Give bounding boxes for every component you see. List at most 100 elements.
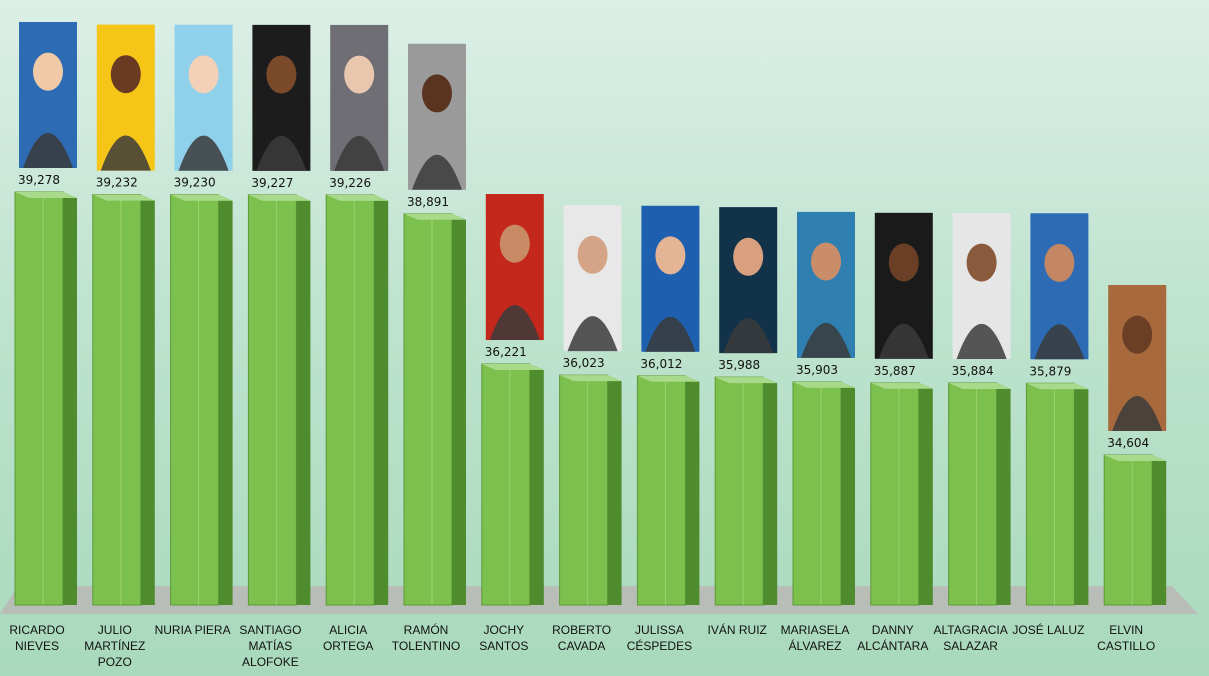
photo-shoulders xyxy=(723,318,774,354)
value-label: 35,879 xyxy=(1029,364,1071,378)
category-label: TOLENTINO xyxy=(392,639,460,653)
value-label: 35,903 xyxy=(796,363,838,377)
bar-15 xyxy=(1103,454,1153,606)
bar-side xyxy=(996,382,1011,605)
bar-4 xyxy=(247,194,297,606)
bar-top xyxy=(404,213,466,220)
bar-side xyxy=(841,381,855,605)
photo-head xyxy=(188,55,219,94)
value-label: 39,232 xyxy=(96,176,138,190)
bar-top xyxy=(326,194,389,201)
portrait-photo xyxy=(408,43,466,190)
portrait-photo xyxy=(96,24,155,171)
photo-shoulders xyxy=(178,135,229,171)
bar-8 xyxy=(559,374,609,606)
photo-head xyxy=(499,224,530,263)
category-label: JOCHY xyxy=(483,623,524,637)
bar-side xyxy=(1152,455,1167,605)
category-label: ALOFOKE xyxy=(242,655,299,669)
category-label: NURIA PIERA xyxy=(155,623,231,637)
photo-shoulders xyxy=(1112,395,1163,431)
category-label: CÉSPEDES xyxy=(627,638,692,653)
bar-side xyxy=(1074,383,1089,605)
category-label: RAMÓN xyxy=(404,622,449,637)
photo-shoulders xyxy=(801,322,851,358)
category-label: ROBERTO xyxy=(552,623,611,637)
portrait-photo xyxy=(719,207,778,354)
photo-shoulders xyxy=(412,154,462,190)
value-labels-group: 39,278 39,232 39,230 39,227 39,226 38,891 36,2… xyxy=(18,173,1149,450)
category-label: JULIO xyxy=(98,623,132,637)
photo-head xyxy=(344,55,375,94)
bar-top xyxy=(92,194,155,201)
value-label: 35,887 xyxy=(874,364,916,378)
category-label: ALTAGRACIA xyxy=(933,623,1007,637)
photo-shoulders xyxy=(256,135,307,171)
bar-side xyxy=(763,377,778,605)
portrait-photo xyxy=(952,212,1011,359)
photo-head xyxy=(966,243,997,282)
bar-top xyxy=(715,377,778,384)
value-label: 38,891 xyxy=(407,195,449,209)
photo-head xyxy=(1122,315,1153,354)
bar-1 xyxy=(14,191,64,606)
photo-shoulders xyxy=(334,135,385,171)
bar-top xyxy=(1026,383,1089,390)
bar-side xyxy=(218,194,233,605)
photo-head xyxy=(33,52,63,91)
photo-shoulders xyxy=(956,323,1007,359)
bar-5 xyxy=(325,194,375,606)
portrait-photo xyxy=(19,22,77,168)
bar-top xyxy=(481,364,544,371)
bar-top xyxy=(793,381,855,388)
portrait-photo xyxy=(174,24,233,171)
category-label: ORTEGA xyxy=(323,639,373,653)
bar-9 xyxy=(636,375,686,606)
bar-top xyxy=(15,192,77,198)
value-label: 34,604 xyxy=(1107,436,1149,450)
portrait-photo xyxy=(1108,285,1167,431)
category-label: JULISSA xyxy=(635,623,684,637)
photo-head xyxy=(888,243,919,282)
photo-head xyxy=(577,235,608,274)
category-label: CAVADA xyxy=(558,639,606,653)
category-label: SANTOS xyxy=(479,639,528,653)
category-label: IVÁN RUIZ xyxy=(708,622,767,637)
category-label: DANNY xyxy=(872,623,914,637)
value-label: 39,227 xyxy=(251,176,293,190)
category-label: SALAZAR xyxy=(943,639,998,653)
bar-10 xyxy=(714,376,764,606)
photo-shoulders xyxy=(1034,324,1085,360)
bar-side xyxy=(685,375,700,605)
photo-head xyxy=(1044,243,1075,282)
bar-side xyxy=(452,213,466,605)
bar-side xyxy=(374,194,389,606)
bar-11 xyxy=(792,381,842,606)
photo-head xyxy=(110,55,141,94)
bar-side xyxy=(296,194,311,606)
portrait-photo xyxy=(485,194,544,341)
portrait-photo xyxy=(563,205,622,352)
category-label: POZO xyxy=(98,655,132,669)
value-label: 39,278 xyxy=(18,173,60,187)
bar-top xyxy=(637,375,700,382)
photo-head xyxy=(811,242,841,281)
bar-2 xyxy=(92,194,142,606)
category-label: MARIASELA xyxy=(781,623,850,637)
photo-shoulders xyxy=(23,132,73,168)
category-label: CASTILLO xyxy=(1097,639,1155,653)
portrait-photo xyxy=(874,212,933,359)
bar-13 xyxy=(948,382,998,606)
portrait-photo xyxy=(252,24,311,171)
photo-head xyxy=(266,55,297,94)
photo-head xyxy=(655,236,686,275)
photo-shoulders xyxy=(645,316,696,352)
value-label: 39,226 xyxy=(329,176,371,190)
bar-side xyxy=(63,192,77,605)
photo-shoulders xyxy=(878,323,929,359)
value-label: 35,988 xyxy=(718,358,760,372)
bar-side xyxy=(529,364,544,605)
photos-group xyxy=(19,22,1167,431)
